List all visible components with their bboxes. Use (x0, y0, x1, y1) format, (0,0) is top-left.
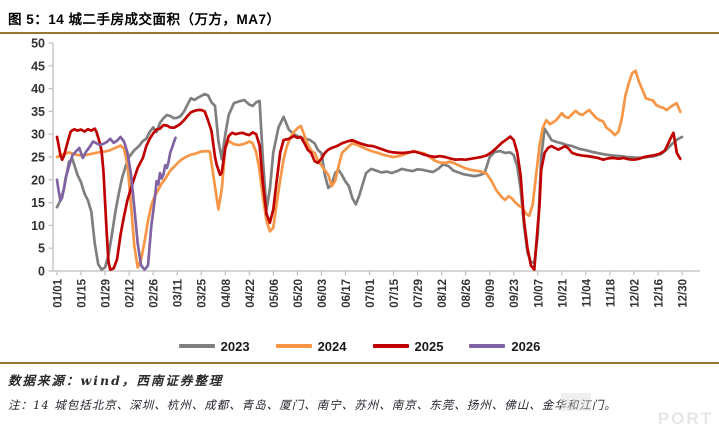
svg-text:10/07: 10/07 (533, 279, 545, 308)
svg-text:35: 35 (31, 105, 45, 119)
svg-text:10: 10 (31, 219, 45, 233)
svg-text:12/30: 12/30 (678, 279, 690, 308)
svg-text:12/02: 12/02 (629, 279, 641, 308)
legend-item-2026: 2026 (469, 339, 540, 354)
legend-item-2023: 2023 (178, 338, 250, 354)
svg-text:09/23: 09/23 (509, 279, 521, 308)
svg-text:25: 25 (31, 151, 45, 165)
svg-text:50: 50 (31, 37, 45, 51)
svg-text:45: 45 (31, 59, 45, 73)
legend-swatch-2023 (178, 344, 215, 348)
chart-legend: 2023 2024 2025 2026 (0, 334, 719, 358)
svg-text:30: 30 (31, 128, 45, 142)
svg-text:0: 0 (38, 265, 45, 279)
svg-text:01/01: 01/01 (53, 278, 65, 307)
svg-text:06/17: 06/17 (341, 279, 353, 308)
svg-text:04/08: 04/08 (221, 278, 233, 307)
svg-text:08/12: 08/12 (437, 279, 449, 308)
svg-text:02/26: 02/26 (149, 279, 161, 308)
legend-swatch-2024 (275, 344, 312, 348)
legend-label: 2023 (220, 338, 250, 354)
svg-text:11/18: 11/18 (605, 278, 617, 307)
legend-label: 2026 (511, 338, 541, 354)
svg-text:03/25: 03/25 (197, 278, 209, 307)
line-chart: 0 5 10 15 20 25 30 35 40 45 50 01/01 01/15 01/29 02/12… (0, 36, 719, 332)
figure-note: 注：14 城包括北京、深圳、杭州、成都、青岛、厦门、南宁、苏州、南京、东莞、扬州… (8, 398, 617, 412)
svg-text:20: 20 (31, 173, 45, 187)
svg-text:04/22: 04/22 (245, 279, 257, 308)
legend-swatch-2025 (372, 344, 409, 348)
svg-text:5: 5 (38, 242, 45, 256)
legend-label: 2024 (317, 338, 347, 354)
svg-text:01/29: 01/29 (101, 279, 113, 308)
svg-text:08/26: 08/26 (461, 279, 473, 308)
svg-text:12/16: 12/16 (653, 279, 665, 308)
svg-text:03/11: 03/11 (173, 278, 185, 307)
data-source: 数据来源：wind，西南证券整理 (8, 373, 224, 388)
legend-item-2025: 2025 (372, 338, 444, 354)
svg-text:05/20: 05/20 (293, 279, 305, 308)
chart-svg: 0 5 10 15 20 25 30 35 40 45 50 01/01 01/15 01/29 02/12… (31, 37, 700, 308)
svg-text:02/12: 02/12 (125, 279, 137, 308)
svg-text:09/09: 09/09 (485, 279, 497, 308)
title-divider (0, 32, 719, 34)
svg-text:10/21: 10/21 (557, 278, 569, 307)
svg-text:15: 15 (31, 196, 45, 210)
svg-text:05/06: 05/06 (269, 279, 281, 308)
svg-text:07/29: 07/29 (413, 279, 425, 308)
figure-title: 图 5：14 城二手房成交面积（万方，MA7） (8, 12, 281, 27)
svg-text:07/01: 07/01 (365, 278, 377, 307)
legend-swatch-2026 (469, 344, 506, 348)
svg-text:06/03: 06/03 (317, 279, 329, 308)
svg-text:01/15: 01/15 (77, 278, 89, 307)
svg-text:07/15: 07/15 (389, 278, 401, 307)
footer-divider (0, 362, 719, 364)
svg-text:40: 40 (31, 82, 45, 96)
legend-label: 2025 (414, 338, 444, 354)
svg-text:11/04: 11/04 (581, 278, 593, 307)
legend-item-2024: 2024 (275, 338, 347, 354)
